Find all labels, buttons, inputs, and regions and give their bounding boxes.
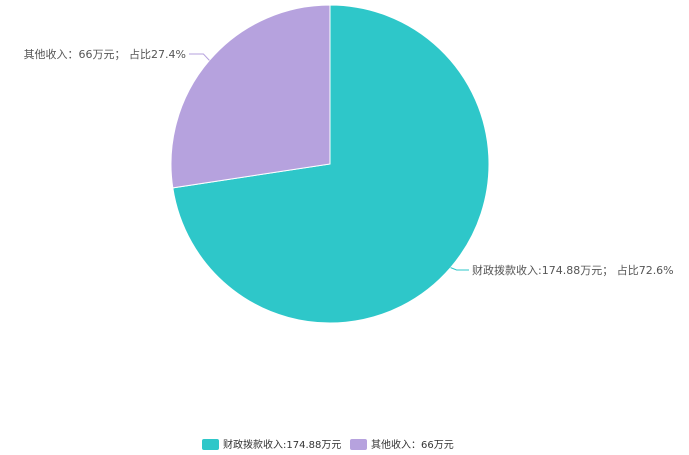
slice-label-other: 其他收入：66万元； 占比27.4%: [24, 47, 186, 61]
legend-item-fiscal[interactable]: 财政拨款收入:174.88万元: [202, 438, 341, 451]
slice-label-fiscal: 财政拨款收入:174.88万元； 占比72.6%: [472, 263, 674, 277]
leader-line-fiscal: [450, 267, 469, 271]
legend-label-fiscal: 财政拨款收入:174.88万元: [223, 438, 341, 451]
legend-label-other: 其他收入：66万元: [371, 438, 454, 451]
pie-slice-other[interactable]: [170, 4, 331, 189]
pie-slices: [170, 4, 490, 324]
slice-labels: 财政拨款收入:174.88万元； 占比72.6% 其他收入：66万元； 占比27…: [24, 47, 674, 277]
legend-item-other[interactable]: 其他收入：66万元: [350, 438, 454, 451]
legend-swatch-fiscal: [202, 439, 219, 450]
legend: 财政拨款收入:174.88万元 其他收入：66万元: [202, 438, 454, 451]
leader-lines: [189, 53, 469, 271]
pie-slice-fiscal[interactable]: [172, 4, 490, 324]
legend-swatch-other: [350, 439, 367, 450]
leader-line-other: [189, 53, 210, 61]
